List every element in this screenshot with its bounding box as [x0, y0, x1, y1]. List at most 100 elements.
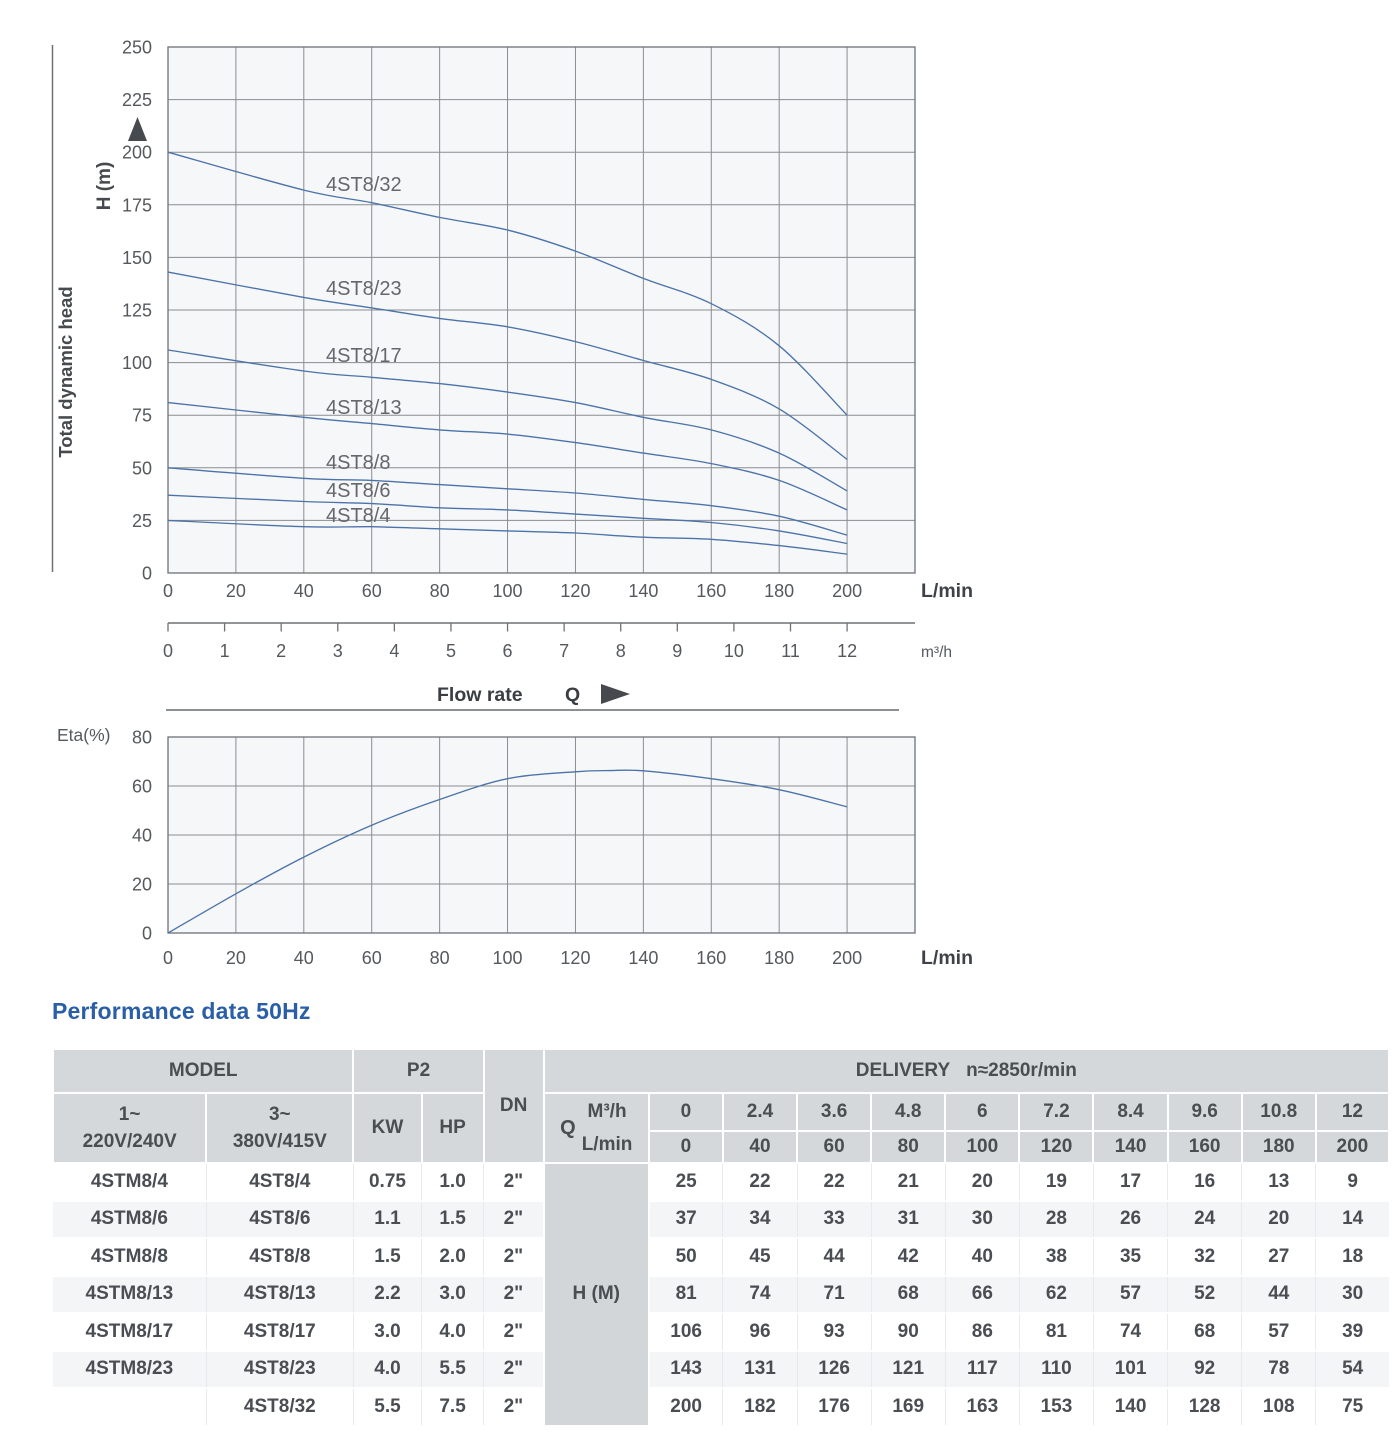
- head-value-cell: 66: [944, 1274, 1020, 1313]
- model-1ph-cell: 4STM8/13: [53, 1274, 207, 1313]
- head-value-cell: 200: [648, 1387, 723, 1425]
- m3h-value-header: 10.8: [1240, 1092, 1317, 1132]
- efficiency-curve-line: [167, 769, 848, 934]
- head-value-cell: 13: [1241, 1162, 1316, 1201]
- lmin-value-header: 180: [1240, 1130, 1317, 1164]
- head-value-cell: 37: [648, 1199, 723, 1238]
- head-value-cell: 34: [722, 1199, 798, 1238]
- m3h-value-header: 0: [647, 1092, 724, 1132]
- section-title: Performance data 50Hz: [52, 998, 311, 1024]
- head-x-tick-label: 200: [832, 581, 862, 601]
- head-chart: H (m) Total dynamic head 4ST8/324ST8/234…: [51, 38, 973, 711]
- hp-cell: 7.5: [421, 1387, 484, 1425]
- head-y-tick-label: 0: [142, 564, 152, 584]
- lmin-value-header: 40: [721, 1130, 799, 1164]
- head-value-cell: 35: [1092, 1237, 1168, 1276]
- model-3ph-line1: 3~: [268, 1104, 291, 1125]
- head-value-cell: 101: [1092, 1349, 1168, 1388]
- head-value-cell: 81: [1018, 1312, 1094, 1351]
- model-3ph-cell: 4ST8/17: [205, 1312, 354, 1351]
- model-1ph-line1: 1~: [118, 1104, 141, 1125]
- curve-4st8-8: [167, 467, 848, 536]
- h-m-label-cell: H (M): [542, 1162, 650, 1425]
- delivery-header: DELIVERY n≈2850r/min: [542, 1048, 1391, 1094]
- curve-4st8-23: [167, 271, 848, 460]
- head-value-cell: 74: [722, 1274, 798, 1313]
- head-value-cell: 40: [944, 1237, 1020, 1276]
- up-arrow-icon: [128, 117, 147, 141]
- hp-cell: 4.0: [421, 1312, 484, 1351]
- head-y-tick-label: 125: [122, 301, 152, 321]
- dn-cell: 2": [483, 1162, 544, 1201]
- head-value-cell: 71: [796, 1274, 872, 1313]
- head-value-cell: 27: [1241, 1237, 1316, 1276]
- head-value-cell: 20: [944, 1162, 1020, 1201]
- head-x-tick-label: 160: [696, 581, 726, 601]
- dn-cell: 2": [483, 1237, 544, 1276]
- flow-rate-label: Flow rate: [437, 684, 523, 706]
- table-row: 4STM8/17 4ST8/17 3.0 4.0 2" 106 96 93 90 86 81 74 68…: [53, 1312, 1389, 1351]
- head-value-cell: 153: [1018, 1387, 1094, 1425]
- header-row-1: MODEL P2 DN DELIVERY n≈2850r/min: [51, 1048, 1391, 1164]
- m3h-tick-label: 11: [781, 641, 800, 661]
- kw-cell: 2.2: [352, 1274, 422, 1313]
- p2-header: P2: [352, 1048, 485, 1094]
- kw-cell: 1.1: [352, 1199, 422, 1238]
- model-3ph-cell: 4ST8/13: [205, 1274, 354, 1313]
- m3h-value-header: 4.8: [870, 1092, 947, 1132]
- head-value-cell: 30: [944, 1199, 1020, 1238]
- model-1ph-cell: 4STM8/6: [53, 1199, 207, 1238]
- head-value-cell: 33: [796, 1199, 872, 1238]
- m3h-value-header: 7.2: [1018, 1092, 1095, 1132]
- head-y-tick-label: 225: [122, 90, 152, 110]
- head-value-cell: 18: [1315, 1237, 1389, 1276]
- eta-gridlines: [168, 737, 915, 933]
- curve-4st8-6: [167, 494, 848, 545]
- kw-cell: 3.0: [352, 1312, 422, 1351]
- curve-4st8-13: [167, 401, 848, 511]
- q-m3h-label: M³/h: [587, 1100, 627, 1122]
- m3h-value-header: 12: [1314, 1092, 1391, 1132]
- hp-cell: 1.0: [421, 1162, 484, 1201]
- dn-cell: 2": [483, 1387, 544, 1425]
- head-value-cell: 57: [1241, 1312, 1316, 1351]
- head-value-cell: 86: [944, 1312, 1020, 1351]
- head-value-cell: 110: [1018, 1349, 1094, 1388]
- eta-x-tick-label: 40: [294, 948, 314, 968]
- curve-label-4st8-4: 4ST8/4: [326, 505, 390, 527]
- m3h-tick-label: 7: [559, 641, 569, 661]
- head-y-tick-label: 75: [132, 406, 152, 426]
- m3h-value-header: 8.4: [1092, 1092, 1169, 1132]
- m3h-tick-label: 5: [446, 641, 456, 661]
- head-value-cell: 143: [648, 1349, 723, 1388]
- eta-y-tick-label: 40: [132, 826, 152, 846]
- eta-y-tick-label: 80: [132, 728, 152, 748]
- curve-4st8-32: [167, 151, 848, 416]
- kw-cell: 1.5: [352, 1237, 422, 1276]
- head-value-cell: 38: [1018, 1237, 1094, 1276]
- eta-x-tick-label: 180: [764, 948, 794, 968]
- head-y-tick-label: 100: [122, 353, 152, 373]
- model-3ph-cell: 4ST8/6: [205, 1199, 354, 1238]
- head-value-cell: 17: [1092, 1162, 1168, 1201]
- model-1ph-cell: 4STM8/4: [53, 1162, 207, 1201]
- head-value-cell: 30: [1315, 1274, 1389, 1313]
- head-y-tick-label: 200: [122, 143, 152, 163]
- head-value-cell: 52: [1167, 1274, 1242, 1313]
- q-header: Q M³/h L/min: [542, 1092, 650, 1164]
- head-value-cell: 182: [722, 1387, 798, 1425]
- head-value-cell: 9: [1315, 1162, 1389, 1201]
- secondary-x-axis-ticks: 0 1 2 3 4 5 6 7 8 9 10 11 12: [163, 623, 857, 661]
- head-gridlines: [168, 47, 915, 573]
- model-1ph-header: 1~ 220V/240V: [51, 1092, 208, 1164]
- delivery-speed-label: n≈2850r/min: [966, 1060, 1077, 1081]
- head-value-cell: 169: [870, 1387, 946, 1425]
- kw-cell: 4.0: [352, 1349, 422, 1388]
- head-value-cell: 22: [722, 1162, 798, 1201]
- head-value-cell: 19: [1018, 1162, 1094, 1201]
- head-x-tick-label: 80: [430, 581, 450, 601]
- head-x-tick-label: 180: [764, 581, 794, 601]
- m3h-tick-label: 1: [220, 641, 230, 661]
- q-letter: Q: [560, 1116, 576, 1139]
